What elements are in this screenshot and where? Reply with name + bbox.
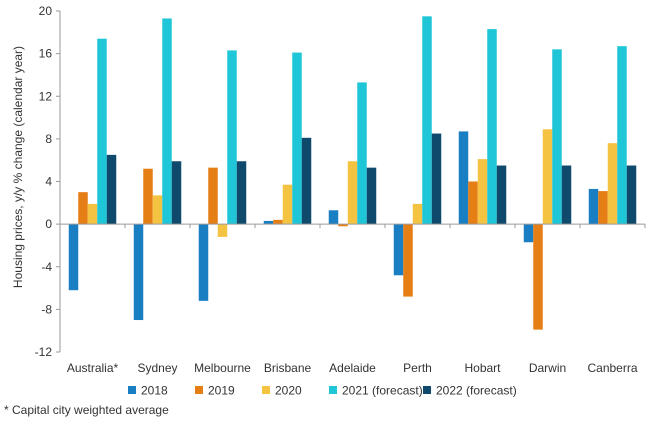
bar-2022-Perth [431, 133, 442, 225]
bar-2018-Brisbane [263, 220, 274, 225]
bar-2020-Australia [87, 203, 98, 225]
bar-2021-Melbourne [227, 50, 237, 225]
y-tick-label: 8 [45, 132, 52, 146]
legend-label: 2018 [141, 384, 168, 398]
bar-2020-Hobart [477, 159, 488, 225]
legend-swatch [195, 386, 203, 394]
legend-label: 2019 [208, 384, 235, 398]
bar-2018-Australia [68, 224, 79, 291]
bar-2021-Brisbane [292, 52, 302, 225]
bar-2019-Adelaide [338, 224, 348, 227]
x-tick-label: Sydney [137, 361, 177, 375]
bar-2022-Melbourne [236, 161, 247, 225]
x-tick-label: Perth [403, 361, 432, 375]
y-tick-label: -8 [41, 302, 52, 316]
bar-2022-Australia [106, 154, 117, 225]
bar-2018-Sydney [133, 224, 144, 321]
bar-2022-Adelaide [366, 167, 377, 225]
bar-2020-Canberra [607, 143, 618, 225]
footnote: * Capital city weighted average [4, 403, 169, 417]
bar-2019-Australia [78, 192, 88, 225]
bar-2020-Adelaide [347, 161, 358, 225]
bar-2019-Darwin [533, 224, 543, 330]
bar-2021-Darwin [552, 49, 562, 225]
bar-2020-Darwin [542, 129, 553, 225]
bar-2020-Sydney [152, 195, 163, 225]
x-tick-label: Australia* [67, 361, 119, 375]
x-tick-label: Canberra [587, 361, 637, 375]
bar-2021-Adelaide [357, 82, 367, 225]
bars [68, 16, 637, 330]
bar-2021-Australia [97, 38, 107, 225]
x-tick-label: Adelaide [329, 361, 376, 375]
y-tick-label: -12 [35, 345, 53, 359]
bar-2022-Darwin [561, 165, 572, 225]
legend-swatch [128, 386, 136, 394]
bar-2018-Adelaide [328, 210, 339, 225]
y-tick-label: 16 [39, 47, 53, 61]
y-tick-label: 4 [45, 175, 52, 189]
bar-2018-Hobart [458, 131, 469, 225]
bar-2022-Hobart [496, 165, 507, 225]
bar-2022-Canberra [626, 165, 637, 225]
bar-2022-Sydney [171, 161, 182, 225]
legend-label: 2020 [275, 384, 302, 398]
bar-2021-Perth [422, 16, 432, 225]
legend-swatch [262, 386, 270, 394]
bar-2019-Brisbane [273, 219, 283, 225]
bar-2019-Canberra [598, 191, 608, 225]
bar-2020-Melbourne [217, 224, 228, 237]
bar-2018-Canberra [588, 188, 599, 225]
x-tick-label: Darwin [529, 361, 566, 375]
axes [59, 11, 646, 352]
y-tick-label: 12 [39, 89, 53, 103]
bar-2019-Perth [403, 224, 413, 297]
bar-2022-Brisbane [301, 137, 312, 225]
bar-2019-Sydney [143, 168, 153, 225]
bar-2020-Brisbane [282, 184, 293, 225]
bar-2020-Perth [412, 203, 423, 225]
x-tick-label: Brisbane [264, 361, 312, 375]
x-tick-label: Hobart [464, 361, 501, 375]
legend: 2018 2019 2020 2021 (forecast) 2022 (forecas… [128, 384, 517, 398]
bar-2021-Sydney [162, 18, 172, 225]
y-tick-label: -4 [41, 260, 52, 274]
x-tick-label: Melbourne [194, 361, 251, 375]
legend-label: 2021 (forecast) [342, 384, 423, 398]
legend-label: 2022 (forecast) [436, 384, 517, 398]
y-axis-label: Housing prices, y/y % change (calendar y… [11, 46, 25, 288]
y-tick-label: 20 [39, 4, 53, 18]
bar-2021-Canberra [617, 46, 627, 225]
bar-2018-Melbourne [198, 224, 209, 301]
bar-2021-Hobart [487, 29, 497, 225]
legend-swatch [329, 386, 337, 394]
x-ticks: Australia* Sydney Melbourne Brisbane Adelaid… [67, 361, 638, 375]
y-ticks: -12 -8 -4 0 4 8 12 16 20 [35, 4, 60, 359]
legend-swatch [423, 386, 431, 394]
y-tick-label: 0 [45, 217, 52, 231]
bar-2018-Perth [393, 224, 404, 276]
bar-2019-Hobart [468, 181, 478, 225]
bar-2018-Darwin [523, 224, 534, 243]
bar-2019-Melbourne [208, 167, 218, 225]
